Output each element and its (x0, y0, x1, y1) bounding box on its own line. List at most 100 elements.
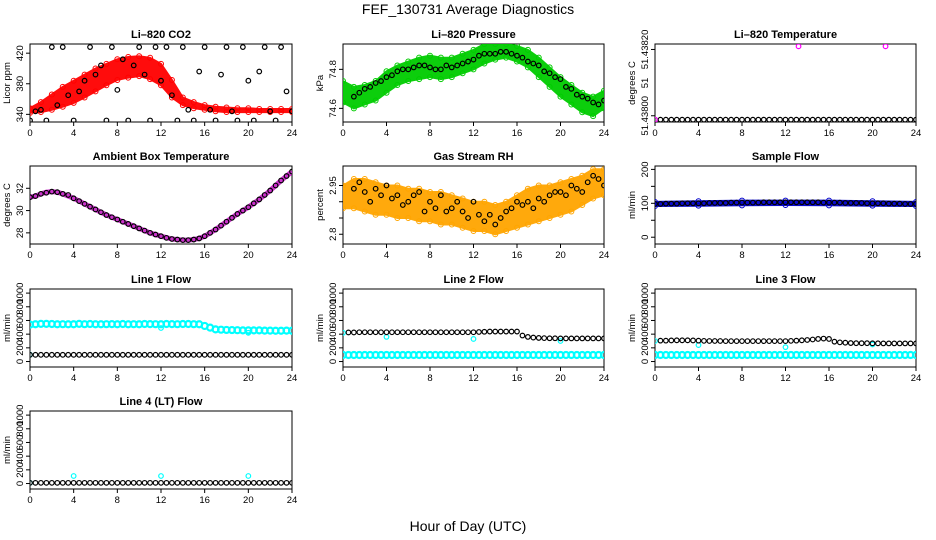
data-point (885, 200, 892, 207)
data-point (48, 44, 55, 50)
panel-sample_flow: Sample Flow ml/min 0 4 8 12 16 20 24 0 100 200 (627, 151, 921, 261)
x-tick-label: 24 (287, 373, 298, 384)
data-point (503, 208, 510, 215)
data-point (267, 351, 274, 358)
data-point (59, 351, 66, 358)
data-point (223, 218, 230, 225)
data-point (655, 198, 658, 205)
data-point (410, 64, 417, 71)
data-point (185, 106, 192, 113)
y-tick-label: 1000 (640, 283, 651, 304)
data-point (448, 74, 455, 81)
plot-area (30, 44, 292, 122)
data-point (869, 116, 876, 122)
data-point (59, 44, 66, 50)
data-point (378, 329, 384, 336)
data-point (267, 108, 274, 115)
data-point (842, 339, 849, 346)
y-tick-label: 400 (15, 448, 26, 464)
y-tick-label: 600 (328, 313, 339, 329)
data-point (601, 87, 604, 94)
data-point (201, 44, 208, 50)
data-point (223, 109, 230, 116)
x-tick-label: 20 (243, 495, 254, 506)
data-point (739, 199, 745, 206)
data-point (421, 62, 428, 69)
x-tick-label: 20 (243, 128, 254, 139)
x-tick-label: 24 (911, 250, 922, 261)
data-point (755, 199, 762, 206)
y-tick-label: 800 (15, 299, 26, 315)
data-point (427, 52, 433, 59)
data-point (880, 340, 887, 347)
y-axis-label: Licor ppm (2, 62, 13, 104)
data-point (250, 479, 257, 486)
data-point (125, 479, 132, 486)
data-point (557, 93, 564, 100)
data-point (793, 337, 800, 344)
data-point (557, 211, 564, 218)
data-point (601, 182, 604, 189)
data-point (711, 116, 718, 122)
data-point (361, 329, 368, 336)
data-point (793, 116, 800, 122)
data-point (147, 54, 154, 61)
data-point (657, 201, 664, 207)
x-tick-label: 12 (156, 495, 167, 506)
data-point (728, 199, 735, 206)
data-point (185, 237, 192, 244)
data-point (361, 208, 368, 215)
y-tick-label: 51.43820 (640, 30, 651, 70)
data-point (788, 337, 794, 344)
data-point (437, 221, 444, 228)
plot-area (30, 168, 292, 244)
data-point (514, 44, 520, 49)
data-point (229, 351, 235, 358)
data-point (141, 71, 148, 78)
data-point (245, 351, 252, 358)
data-point (278, 106, 285, 112)
data-point (541, 198, 548, 205)
data-point (470, 228, 477, 234)
data-point (141, 227, 148, 234)
data-point (141, 479, 148, 486)
data-point (744, 338, 751, 345)
data-point (535, 195, 542, 202)
data-point (826, 199, 832, 206)
data-point (481, 50, 488, 57)
data-point (152, 44, 159, 50)
data-point (568, 85, 575, 92)
data-point (535, 335, 542, 341)
data-point (907, 340, 914, 347)
data-point (223, 44, 230, 50)
data-point (405, 66, 412, 73)
data-point (454, 329, 461, 336)
data-point (552, 74, 558, 81)
data-point (492, 231, 499, 238)
data-point (383, 211, 390, 218)
panel-pressure: Li–820 Pressure kPa 0 4 8 12 16 20 24 74.6 74.8 (315, 29, 609, 139)
data-point (190, 105, 197, 112)
data-point (163, 234, 170, 241)
data-point (869, 198, 876, 205)
data-point (679, 200, 686, 207)
data-point (673, 337, 680, 344)
data-point (706, 200, 713, 206)
data-band (30, 55, 292, 114)
x-tick-label: 4 (696, 128, 701, 139)
x-tick-label: 16 (824, 373, 835, 384)
data-point (361, 85, 368, 92)
data-point (584, 95, 591, 102)
data-point (76, 479, 83, 486)
data-point (125, 117, 132, 122)
data-point (530, 205, 537, 212)
data-point (343, 182, 346, 189)
data-point (38, 106, 44, 113)
x-tick-label: 20 (867, 128, 878, 139)
data-point (114, 86, 121, 93)
data-point (701, 337, 707, 344)
data-point (383, 333, 390, 340)
data-point (212, 108, 219, 115)
data-point (239, 44, 246, 50)
data-point (136, 73, 143, 80)
